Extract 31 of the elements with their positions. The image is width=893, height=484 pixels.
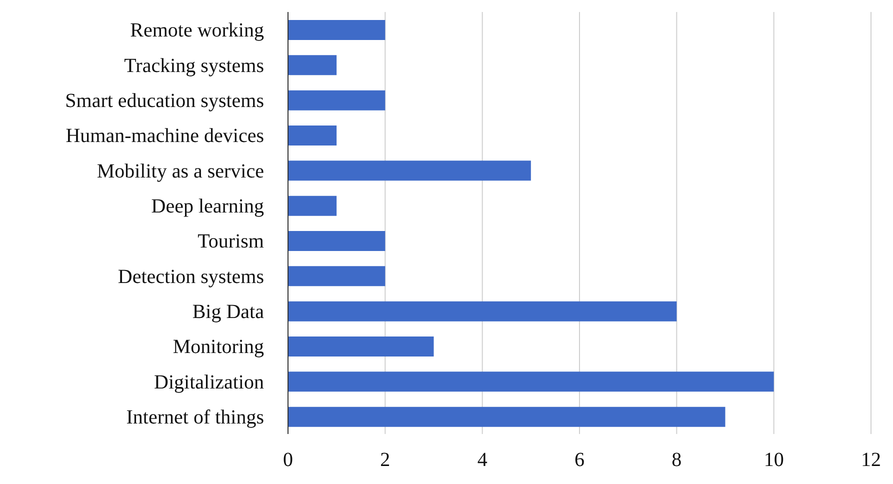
x-tick-label: 0 xyxy=(283,449,293,472)
y-tick-label: Monitoring xyxy=(172,336,264,358)
y-tick-label: Big Data xyxy=(192,301,264,324)
bar xyxy=(288,406,726,427)
y-tick-label: Smart education systems xyxy=(65,90,264,112)
y-tick-label: Deep learning xyxy=(151,196,264,218)
bar xyxy=(288,372,774,392)
bar xyxy=(288,126,337,146)
bar xyxy=(288,160,531,181)
bar xyxy=(288,336,434,356)
bar xyxy=(288,196,337,216)
x-tick-label: 12 xyxy=(861,449,881,472)
x-tick-label: 2 xyxy=(380,449,390,472)
x-tick-label: 6 xyxy=(574,449,584,472)
y-tick-label: Human-machine devices xyxy=(66,125,264,148)
y-tick-label: Mobility as a service xyxy=(96,160,264,182)
y-tick-label: Tracking systems xyxy=(124,54,264,77)
bar xyxy=(288,20,386,40)
bar xyxy=(288,266,386,286)
y-tick-label: Detection systems xyxy=(118,266,264,288)
bar xyxy=(288,90,386,110)
bar xyxy=(288,231,386,251)
y-tick-label: Tourism xyxy=(198,230,264,253)
bar xyxy=(288,301,677,322)
y-tick-label: Digitalization xyxy=(154,371,264,394)
x-tick-label: 4 xyxy=(477,449,488,472)
x-tick-label: 10 xyxy=(764,449,784,472)
x-tick-label: 8 xyxy=(672,449,682,472)
y-tick-label: Remote working xyxy=(130,20,264,42)
y-tick-label: Internet of things xyxy=(126,406,264,429)
bar xyxy=(288,55,337,76)
